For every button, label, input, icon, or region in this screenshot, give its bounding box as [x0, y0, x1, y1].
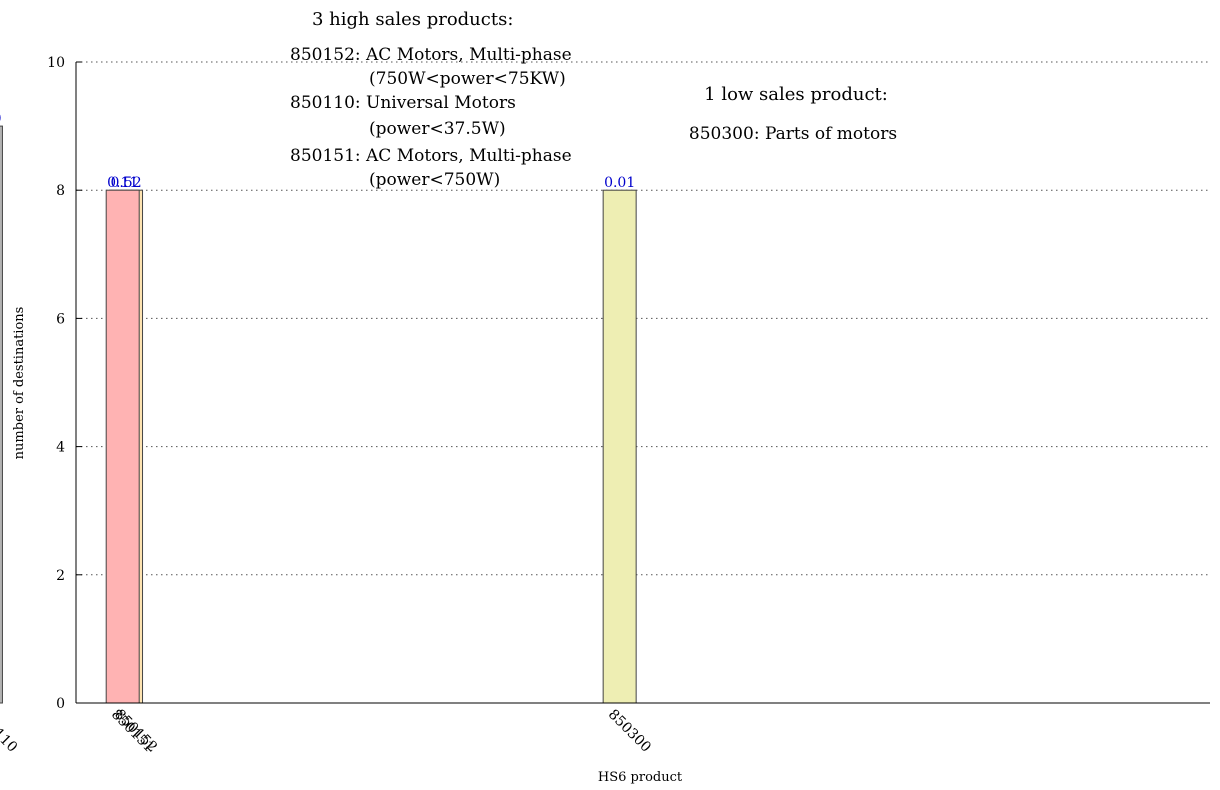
high-sales-line: (power<750W)	[369, 170, 500, 190]
high-sales-line: (750W<power<75KW)	[369, 69, 566, 89]
low-sales-heading: 1 low sales product:	[704, 84, 888, 105]
x-tick-label-850151: 850151	[108, 707, 157, 756]
x-tick-label-850300: 850300	[605, 707, 654, 756]
axes	[75, 62, 1210, 704]
high-sales-annotation: 3 high sales products: 850152: AC Motors…	[290, 9, 572, 190]
high-sales-line: 850151: AC Motors, Multi-phase	[290, 146, 572, 166]
bar-850151	[105, 189, 140, 704]
grid-lines	[76, 61, 1210, 576]
data-labels: 0.52 0.20 0.11 0.01	[0, 111, 635, 191]
x-tick-label-850110: 850110	[0, 707, 20, 756]
high-sales-line: 850110: Universal Motors	[290, 93, 516, 113]
high-sales-heading: 3 high sales products:	[312, 9, 513, 30]
high-sales-line: (power<37.5W)	[369, 119, 506, 139]
y-tick-label: 4	[56, 440, 65, 456]
bar-850300	[602, 189, 637, 704]
y-tick-label: 0	[56, 696, 65, 712]
data-label-850151: 0.11	[107, 175, 138, 191]
y-tick-label: 10	[47, 55, 65, 71]
low-sales-annotation: 1 low sales product: 850300: Parts of mo…	[689, 84, 897, 144]
data-label-850300: 0.01	[604, 175, 635, 191]
bars	[0, 125, 637, 704]
bar-850110	[0, 125, 3, 704]
y-ticks: 0 2 4 6 8 10	[47, 55, 82, 712]
low-sales-line: 850300: Parts of motors	[689, 124, 897, 144]
data-label-850110: 0.20	[0, 111, 2, 127]
x-axis-label: HS6 product	[598, 770, 683, 785]
y-tick-label: 8	[56, 183, 65, 199]
y-axis-label: number of destinations	[12, 307, 27, 460]
y-tick-label: 6	[56, 311, 65, 327]
y-tick-label: 2	[56, 568, 65, 584]
data-label-850152: 0.52	[110, 175, 141, 191]
high-sales-line: 850152: AC Motors, Multi-phase	[290, 45, 572, 65]
